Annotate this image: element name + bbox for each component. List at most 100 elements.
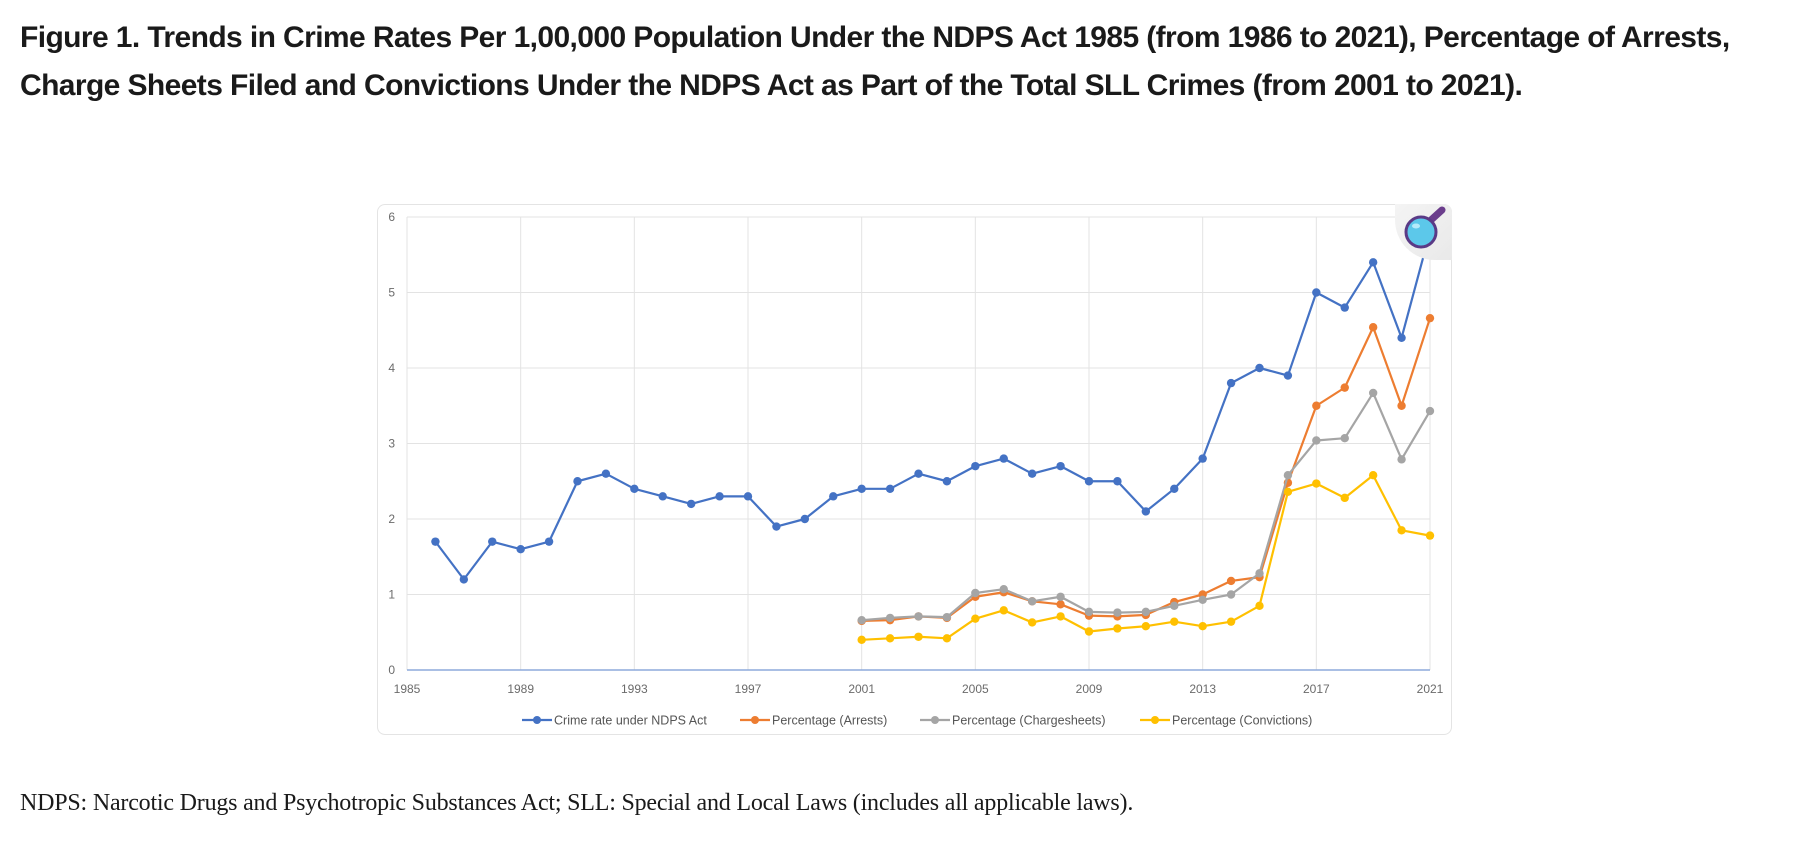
legend-label: Percentage (Chargesheets) — [952, 714, 1106, 728]
y-tick-label: 6 — [388, 210, 395, 224]
legend-label: Crime rate under NDPS Act — [554, 714, 707, 728]
series-percentage-arrests — [857, 313, 1435, 626]
y-tick-label: 0 — [388, 663, 395, 677]
data-point — [459, 575, 469, 584]
data-point — [431, 537, 440, 546]
data-point — [999, 585, 1008, 594]
data-point — [829, 492, 838, 501]
data-point — [1198, 622, 1207, 631]
data-point — [857, 484, 866, 493]
data-point — [658, 492, 667, 501]
data-point — [1368, 388, 1378, 398]
magnifier-overlay[interactable] — [1395, 204, 1452, 260]
data-point — [1141, 607, 1151, 617]
data-point — [1027, 618, 1037, 627]
data-point — [1397, 526, 1406, 535]
y-tick-label: 1 — [388, 588, 395, 602]
data-point — [1283, 487, 1293, 497]
data-point — [1170, 601, 1179, 611]
data-point — [914, 632, 923, 641]
magnifier-icon — [1404, 206, 1446, 249]
data-point — [1113, 624, 1122, 633]
data-point — [1340, 434, 1349, 443]
data-point — [885, 613, 895, 623]
data-point — [942, 612, 952, 622]
legend-marker — [1151, 716, 1159, 724]
data-point — [1368, 471, 1378, 480]
legend-label: Percentage (Convictions) — [1172, 714, 1312, 728]
data-point — [1340, 303, 1349, 312]
data-point — [914, 612, 923, 621]
data-point — [601, 469, 611, 478]
data-point — [544, 537, 554, 546]
x-tick-label: 1989 — [507, 682, 534, 696]
y-tick-label: 2 — [388, 512, 395, 526]
data-point — [942, 634, 952, 643]
series-line — [861, 391, 1431, 622]
series-line — [434, 231, 1432, 581]
x-tick-label: 2017 — [1303, 682, 1330, 696]
x-tick-label: 2001 — [848, 682, 875, 696]
data-point — [999, 454, 1008, 463]
data-point — [1056, 461, 1065, 471]
x-tick-label: 2021 — [1417, 682, 1444, 696]
legend-item: Percentage (Convictions) — [1140, 714, 1312, 728]
data-point — [1397, 401, 1406, 410]
series — [431, 227, 1435, 644]
data-point — [1397, 333, 1406, 342]
y-tick-label: 4 — [388, 361, 395, 375]
legend-item: Crime rate under NDPS Act — [522, 714, 707, 728]
data-point — [1340, 383, 1349, 392]
x-tick-label: 1997 — [735, 682, 762, 696]
data-point — [999, 606, 1008, 615]
data-point — [1141, 507, 1151, 516]
data-point — [1283, 471, 1293, 480]
series-crime-rate-under-ndps-act — [431, 227, 1435, 584]
data-point — [1170, 484, 1179, 493]
legend: Crime rate under NDPS Act Percentage (Arr… — [522, 714, 1312, 728]
data-point — [1084, 607, 1094, 617]
data-point — [1312, 288, 1321, 297]
x-tick-label: 1985 — [394, 682, 421, 696]
data-point — [743, 492, 753, 501]
data-point — [1312, 401, 1321, 410]
data-point — [1084, 477, 1094, 486]
data-point — [1226, 576, 1236, 586]
data-point — [516, 545, 525, 554]
data-point — [1425, 406, 1435, 416]
data-point — [857, 615, 866, 625]
legend-label: Percentage (Arrests) — [772, 714, 887, 728]
legend-item: Percentage (Chargesheets) — [920, 714, 1106, 728]
data-point — [800, 514, 810, 524]
data-point — [1056, 600, 1065, 609]
data-point — [488, 537, 497, 546]
data-point — [885, 484, 895, 493]
data-point — [1113, 608, 1122, 617]
figure-footnote: NDPS: Narcotic Drugs and Psychotropic Su… — [20, 790, 1134, 816]
legend-marker — [751, 716, 759, 724]
x-tick-label: 1993 — [621, 682, 648, 696]
data-point — [1425, 531, 1435, 540]
data-point — [1368, 258, 1378, 267]
legend-marker — [931, 716, 939, 724]
data-point — [1425, 313, 1435, 323]
data-point — [1226, 590, 1236, 599]
data-point — [630, 484, 639, 493]
data-point — [573, 477, 582, 486]
data-point — [1226, 378, 1236, 388]
figure-title: Figure 1. Trends in Crime Rates Per 1,00… — [20, 21, 1730, 102]
x-tick-label: 2005 — [962, 682, 989, 696]
series-line — [861, 317, 1432, 623]
legend-marker — [533, 716, 541, 724]
data-point — [885, 634, 895, 643]
data-point — [914, 469, 923, 478]
data-point — [1141, 622, 1151, 631]
data-point — [971, 614, 980, 623]
data-point — [1255, 601, 1264, 611]
y-tick-label: 5 — [388, 286, 395, 300]
data-point — [1255, 363, 1264, 373]
data-point — [971, 588, 980, 598]
data-point — [1056, 592, 1065, 601]
data-point — [857, 635, 866, 644]
